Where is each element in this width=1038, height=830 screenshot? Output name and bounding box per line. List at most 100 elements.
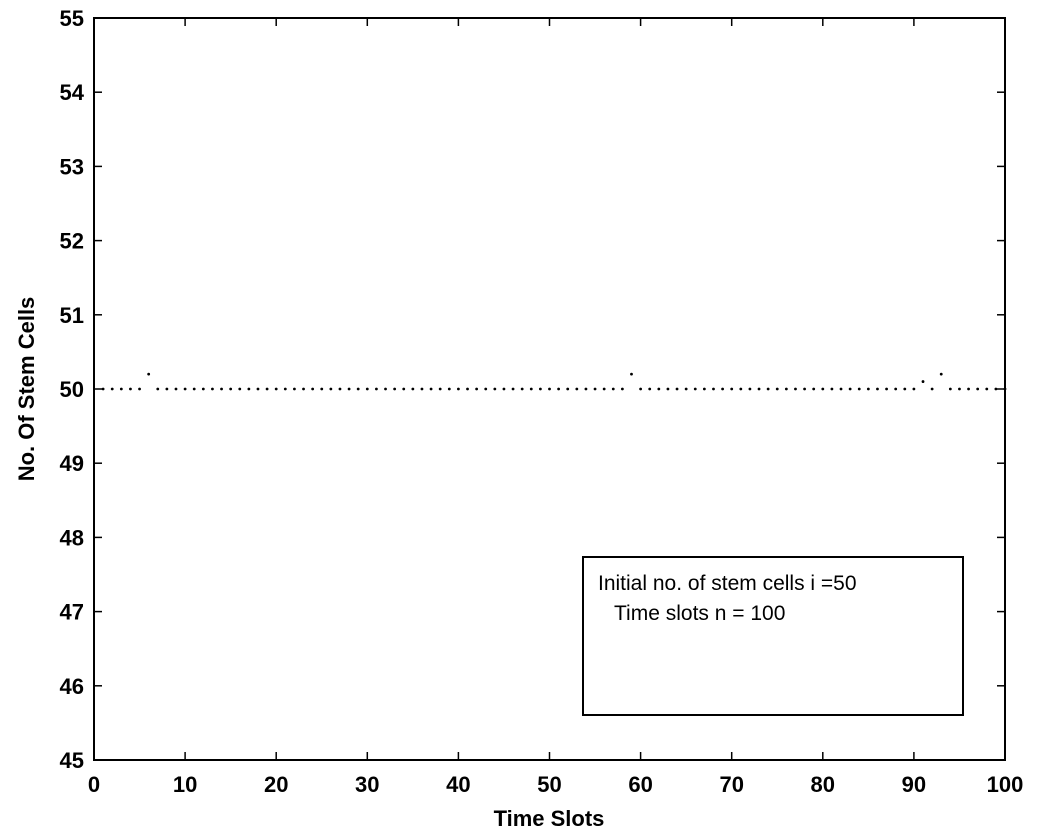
data-point <box>147 372 151 376</box>
data-point <box>229 387 233 391</box>
data-point <box>256 387 260 391</box>
data-point <box>220 387 223 391</box>
data-point <box>611 387 615 391</box>
data-point <box>794 387 797 391</box>
data-point <box>201 387 205 391</box>
data-point <box>876 387 879 391</box>
data-point <box>857 387 861 391</box>
data-point <box>420 387 424 391</box>
data-point <box>402 387 406 391</box>
x-tick-label: 100 <box>987 772 1024 797</box>
data-point <box>566 387 570 391</box>
annotation-box: Initial no. of stem cells i =50 Time slo… <box>582 556 964 716</box>
data-point <box>338 387 342 391</box>
data-point <box>903 387 907 391</box>
data-point <box>493 387 497 391</box>
data-point <box>748 387 752 391</box>
data-point <box>129 387 132 391</box>
data-point <box>994 387 998 391</box>
data-point <box>657 387 661 391</box>
data-point <box>584 387 588 391</box>
data-point <box>976 387 980 391</box>
data-point <box>620 387 624 391</box>
y-tick-label: 45 <box>60 748 84 773</box>
data-point <box>958 387 961 391</box>
data-point <box>520 387 524 391</box>
y-tick-label: 47 <box>60 600 84 625</box>
data-point <box>475 387 479 391</box>
data-point <box>666 387 670 391</box>
data-point <box>766 387 770 391</box>
x-tick-label: 90 <box>902 772 926 797</box>
data-point <box>630 372 633 376</box>
data-point <box>675 387 679 391</box>
data-point <box>302 387 305 391</box>
data-point <box>921 380 925 383</box>
data-point <box>812 387 816 391</box>
data-point <box>293 387 296 391</box>
data-point <box>119 387 123 391</box>
x-tick-label: 70 <box>719 772 743 797</box>
data-point <box>457 387 460 391</box>
tick-labels: 0 10 20 30 40 50 60 70 80 90 100 45 46 47 48 49 50 51 52 53… <box>60 6 1024 797</box>
x-tick-label: 40 <box>446 772 470 797</box>
data-point <box>639 387 642 391</box>
data-points <box>101 372 1007 391</box>
data-point <box>511 387 515 391</box>
x-tick-label: 50 <box>537 772 561 797</box>
data-point <box>502 387 506 391</box>
data-point <box>775 387 779 391</box>
data-point <box>174 387 178 391</box>
data-point <box>930 387 934 391</box>
x-tick-label: 0 <box>88 772 100 797</box>
data-point <box>238 387 242 391</box>
data-point <box>438 387 442 391</box>
data-point <box>393 387 397 391</box>
data-point <box>602 387 606 391</box>
y-tick-label: 50 <box>60 377 84 402</box>
data-point <box>712 387 715 391</box>
data-point <box>912 387 916 391</box>
annotation-initial-cells: Initial no. of stem cells i =50 <box>598 572 857 595</box>
data-point <box>265 387 269 391</box>
y-tick-label: 53 <box>60 154 84 179</box>
data-point <box>939 372 943 376</box>
data-point <box>320 387 324 391</box>
plot-area-frame <box>93 17 1006 761</box>
data-point <box>784 387 788 391</box>
x-axis-label: Time Slots <box>494 806 605 830</box>
data-point <box>575 387 579 391</box>
y-tick-label: 51 <box>60 303 84 328</box>
x-tick-label: 60 <box>628 772 652 797</box>
data-point <box>156 387 160 391</box>
data-point <box>211 387 214 391</box>
y-axis-label: No. Of Stem Cells <box>14 297 39 482</box>
y-tick-label: 55 <box>60 6 84 31</box>
data-point <box>648 387 652 391</box>
data-point <box>757 387 761 391</box>
data-point <box>593 387 597 391</box>
y-tick-label: 52 <box>60 229 84 254</box>
x-tick-label: 30 <box>355 772 379 797</box>
data-point <box>384 387 387 391</box>
data-point <box>821 387 825 391</box>
data-point <box>830 387 834 391</box>
x-tick-label: 10 <box>173 772 197 797</box>
data-point <box>247 387 251 391</box>
data-point <box>948 387 952 391</box>
y-tick-label: 48 <box>60 525 84 550</box>
data-point <box>538 387 542 391</box>
data-point <box>548 387 551 391</box>
data-point <box>329 387 333 391</box>
data-point <box>529 387 533 391</box>
data-point <box>429 387 433 391</box>
data-point <box>110 387 114 391</box>
data-point <box>183 387 187 391</box>
data-point <box>192 387 196 391</box>
data-point <box>967 387 970 391</box>
data-point <box>702 387 706 391</box>
data-point <box>484 387 488 391</box>
data-point <box>356 387 360 391</box>
data-point <box>721 387 724 391</box>
